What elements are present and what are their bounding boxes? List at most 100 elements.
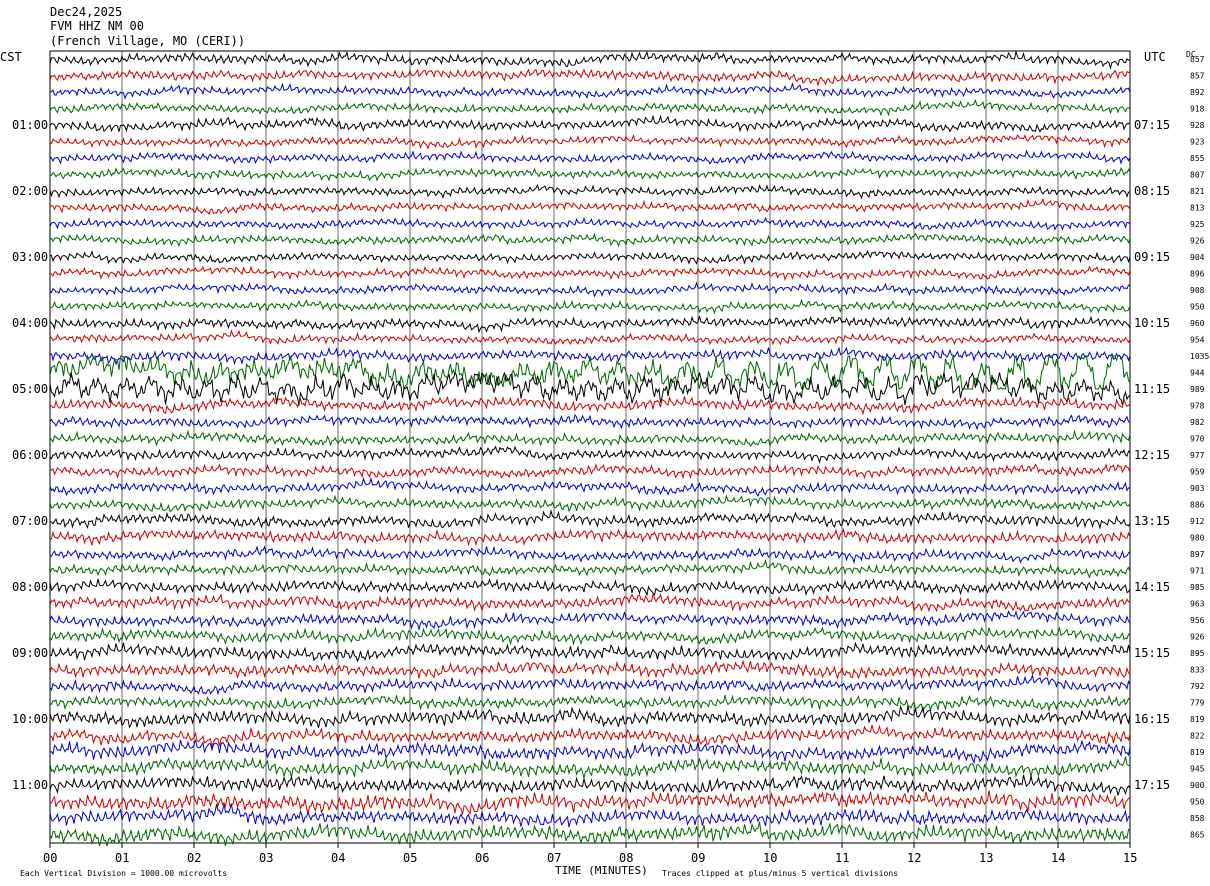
cst-hour-labels: 01:00 02:00 03:00 04:00 05:00 06:00 07:00 08:00… <box>12 118 48 792</box>
dc-value: 977 <box>1190 451 1205 460</box>
left-timezone-label: CST <box>0 50 22 64</box>
trace-line <box>49 329 1131 346</box>
utc-hour-label: 17:15 <box>1134 778 1170 792</box>
dc-value: 926 <box>1190 237 1205 246</box>
trace-line <box>49 298 1131 315</box>
dc-value: 950 <box>1190 303 1205 312</box>
dc-value: 954 <box>1190 336 1205 345</box>
utc-hour-label: 10:15 <box>1134 316 1170 330</box>
dc-value: 895 <box>1190 649 1205 658</box>
dc-value: 819 <box>1190 715 1205 724</box>
dc-value: 857 <box>1190 55 1205 64</box>
trace-line <box>49 445 1131 464</box>
dc-value: 960 <box>1190 319 1205 328</box>
cst-hour-label: 07:00 <box>12 514 48 528</box>
x-tick-label: 02 <box>187 851 201 865</box>
dc-value: 908 <box>1190 286 1205 295</box>
cst-hour-label: 01:00 <box>12 118 48 132</box>
trace-line <box>49 592 1131 613</box>
utc-hour-label: 12:15 <box>1134 448 1170 462</box>
right-timezone-label: UTC <box>1144 50 1166 64</box>
trace-line <box>49 232 1131 248</box>
cst-hour-label: 03:00 <box>12 250 48 264</box>
trace-line <box>49 578 1131 597</box>
trace-line <box>49 463 1131 480</box>
dc-value: 956 <box>1190 616 1205 625</box>
cst-hour-label: 10:00 <box>12 712 48 726</box>
dc-value: 925 <box>1190 220 1205 229</box>
trace-line <box>49 133 1131 150</box>
trace-line <box>49 804 1131 828</box>
trace-line <box>49 609 1131 632</box>
dc-value: 900 <box>1190 781 1205 790</box>
trace-line <box>49 114 1131 133</box>
dc-value: 918 <box>1190 105 1205 114</box>
cst-hour-label: 08:00 <box>12 580 48 594</box>
trace-line <box>49 49 1131 70</box>
x-tick-label: 00 <box>43 851 57 865</box>
cst-hour-label: 04:00 <box>12 316 48 330</box>
dc-value: 819 <box>1190 748 1205 757</box>
dc-value: 985 <box>1190 583 1205 592</box>
dc-value: 980 <box>1190 534 1205 543</box>
trace-line <box>49 509 1131 530</box>
utc-hour-label: 11:15 <box>1134 382 1170 396</box>
dc-value: 858 <box>1190 814 1205 823</box>
trace-line <box>49 659 1131 680</box>
dc-value: 982 <box>1190 418 1205 427</box>
utc-hour-label: 15:15 <box>1134 646 1170 660</box>
trace-line <box>49 704 1131 729</box>
x-tick-label: 03 <box>259 851 273 865</box>
dc-value: 886 <box>1190 501 1205 510</box>
trace-line <box>49 281 1131 298</box>
dc-value: 926 <box>1190 633 1205 642</box>
station-location: (French Village, MO (CERI)) <box>50 34 245 48</box>
x-tick-label: 15 <box>1123 851 1137 865</box>
station-code: FVM HHZ NM 00 <box>50 19 144 33</box>
trace-line <box>49 315 1131 334</box>
trace-line <box>49 395 1131 416</box>
dc-value: 944 <box>1190 369 1205 378</box>
plot-frame <box>49 50 1131 844</box>
x-axis-title: TIME (MINUTES) <box>555 864 648 877</box>
clip-note: Traces clipped at plus/minus 5 vertical … <box>662 869 898 878</box>
dc-value: 792 <box>1190 682 1205 691</box>
trace-line <box>49 739 1131 765</box>
cst-hour-label: 02:00 <box>12 184 48 198</box>
trace-line <box>49 82 1131 100</box>
utc-hour-labels: 07:15 08:15 09:15 10:15 11:15 12:15 13:15 14:15… <box>1134 118 1170 792</box>
trace-line <box>49 167 1131 182</box>
seismic-traces <box>49 49 1131 847</box>
dc-value: 897 <box>1190 550 1205 559</box>
trace-line <box>49 821 1131 847</box>
trace-line <box>49 545 1131 565</box>
dc-value: 892 <box>1190 88 1205 97</box>
dc-value: 1035 <box>1190 352 1209 361</box>
minute-gridlines <box>49 51 1131 843</box>
trace-line <box>49 197 1131 216</box>
dc-column-label: DC <box>1186 50 1196 59</box>
dc-value: 928 <box>1190 121 1205 130</box>
dc-value: 912 <box>1190 517 1205 526</box>
division-scale-note: Each Vertical Division = 1000.00 microvo… <box>20 869 227 878</box>
trace-line <box>49 724 1131 748</box>
utc-hour-label: 13:15 <box>1134 514 1170 528</box>
trace-line <box>49 250 1131 265</box>
dc-offset-labels: 857 857 892 918 928 923 855 807 821 813 925 926 904 8… <box>1190 55 1209 840</box>
cst-hour-label: 11:00 <box>12 778 48 792</box>
dc-value: 963 <box>1190 600 1205 609</box>
trace-line <box>49 429 1131 448</box>
dc-value: 959 <box>1190 468 1205 477</box>
trace-line <box>49 494 1131 513</box>
dc-value: 822 <box>1190 732 1205 741</box>
dc-value: 945 <box>1190 765 1205 774</box>
utc-hour-label: 16:15 <box>1134 712 1170 726</box>
utc-hour-label: 14:15 <box>1134 580 1170 594</box>
dc-value: 865 <box>1190 831 1205 840</box>
trace-line <box>49 216 1131 231</box>
dc-value: 971 <box>1190 567 1205 576</box>
x-tick-label: 12 <box>907 851 921 865</box>
x-tick-label: 05 <box>403 851 417 865</box>
trace-line <box>49 265 1131 281</box>
trace-line <box>49 346 1131 366</box>
